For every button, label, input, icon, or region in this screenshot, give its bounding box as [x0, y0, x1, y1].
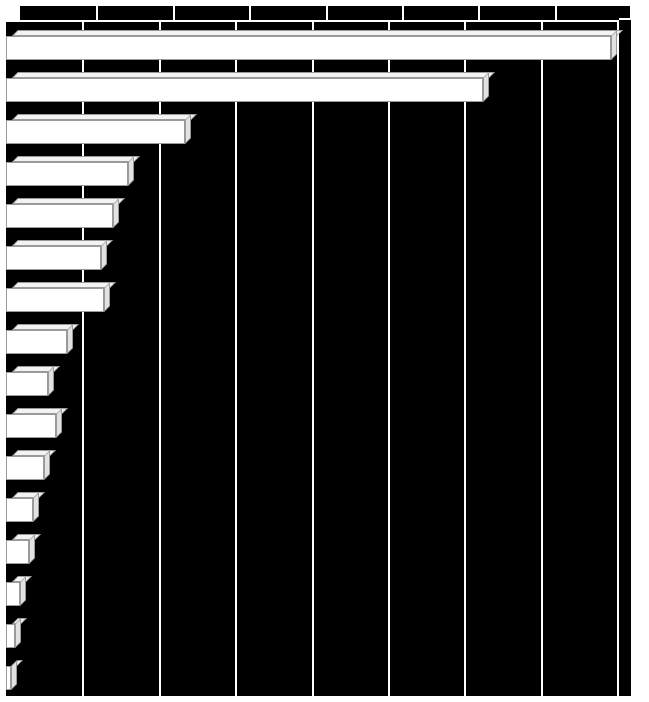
bar-face: [6, 36, 611, 60]
bar-side-face: [15, 618, 21, 648]
bar-face: [6, 414, 56, 438]
bar: [6, 240, 107, 270]
bar-face: [6, 666, 11, 690]
bar-side-face: [29, 534, 35, 564]
bar-side-face: [185, 114, 191, 144]
bar-face: [6, 330, 67, 354]
chart-gridline-top: [96, 6, 98, 20]
bar-side-face: [67, 324, 73, 354]
chart-gridline-top: [249, 6, 251, 20]
bar: [6, 72, 489, 102]
bar-side-face: [101, 240, 107, 270]
bar: [6, 282, 110, 312]
bar-face: [6, 540, 29, 564]
chart-gridline: [541, 22, 543, 696]
bar: [6, 618, 21, 648]
chart-gridline-top: [326, 6, 328, 20]
chart-plot-area: [4, 20, 619, 698]
chart-gridline: [388, 22, 390, 696]
bar-side-face: [44, 450, 50, 480]
chart-gridline: [235, 22, 237, 696]
bar-side-face: [113, 198, 119, 228]
bar: [6, 576, 26, 606]
bar-side-face: [33, 492, 39, 522]
chart-gridline-top: [173, 6, 175, 20]
chart-container: [0, 0, 649, 702]
bar: [6, 114, 191, 144]
bar-side-face: [20, 576, 26, 606]
bar-side-face: [483, 72, 489, 102]
chart-gridline-top: [555, 6, 557, 20]
bar-side-face: [48, 366, 54, 396]
bar: [6, 492, 39, 522]
bar-side-face: [104, 282, 110, 312]
bar-side-face: [11, 660, 17, 690]
bar: [6, 408, 62, 438]
chart-3d-side-wall: [619, 18, 633, 698]
bar: [6, 450, 50, 480]
bar-face: [6, 456, 44, 480]
bar: [6, 534, 35, 564]
bar-face: [6, 120, 185, 144]
chart-3d-top-wall: [18, 4, 632, 20]
bar-face: [6, 288, 104, 312]
bar-face: [6, 162, 128, 186]
bar-face: [6, 78, 483, 102]
bar-face: [6, 582, 20, 606]
bar: [6, 156, 134, 186]
bar-face: [6, 204, 113, 228]
bar-face: [6, 498, 33, 522]
bar: [6, 366, 54, 396]
chart-gridline-top: [478, 6, 480, 20]
chart-gridline-top: [402, 6, 404, 20]
chart-gridline: [312, 22, 314, 696]
bar: [6, 324, 73, 354]
bar-face: [6, 246, 101, 270]
bar: [6, 660, 17, 690]
bar-side-face: [611, 30, 617, 60]
bar-side-face: [128, 156, 134, 186]
bar-side-face: [56, 408, 62, 438]
bar-face: [6, 624, 15, 648]
chart-gridline: [464, 22, 466, 696]
bar: [6, 30, 617, 60]
bar-face: [6, 372, 48, 396]
bar: [6, 198, 119, 228]
